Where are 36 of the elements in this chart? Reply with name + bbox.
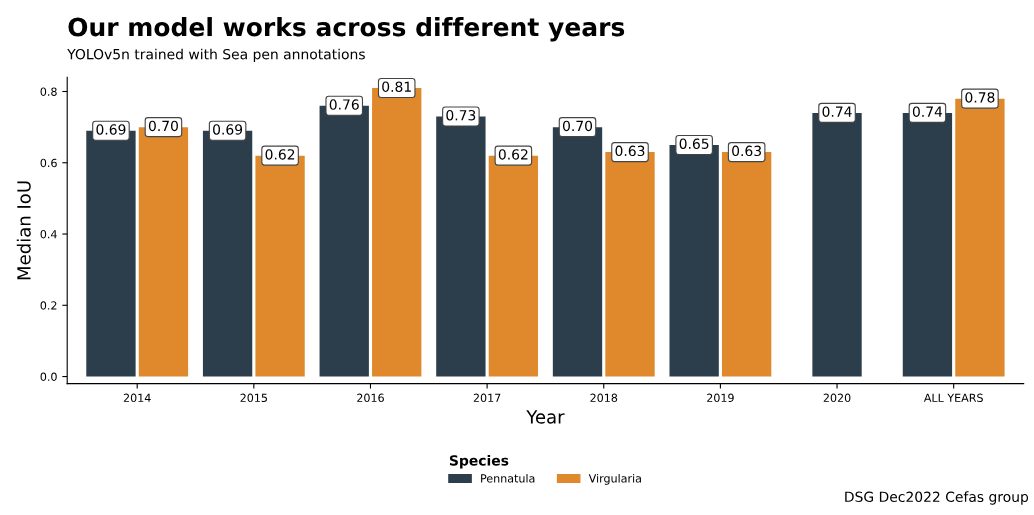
data-label: 0.62 xyxy=(498,149,528,160)
y-tick-label: 0.8 xyxy=(40,87,57,96)
x-axis-title: Year xyxy=(526,410,565,424)
chart-title: Our model works across different years xyxy=(68,17,625,42)
data-label: 0.78 xyxy=(965,92,995,103)
y-tick-label: 0.0 xyxy=(40,372,57,381)
x-tick-label: 2020 xyxy=(823,393,851,402)
x-tick-label: 2015 xyxy=(240,393,267,402)
data-label: 0.74 xyxy=(822,106,852,117)
data-label: 0.65 xyxy=(679,138,709,149)
data-label: 0.70 xyxy=(562,120,593,132)
data-label: 0.69 xyxy=(96,124,126,135)
data-label: 0.73 xyxy=(446,109,476,121)
legend-label: Pennatula xyxy=(481,473,535,483)
data-label: 0.76 xyxy=(329,99,359,110)
legend-label: Virgularia xyxy=(588,473,641,485)
x-tick-label: 2018 xyxy=(590,393,618,402)
legend-title: Species xyxy=(449,454,509,469)
y-axis-title: Median IoU xyxy=(16,181,31,280)
data-label: 0.69 xyxy=(213,124,243,135)
x-tick-label: 2016 xyxy=(357,393,384,402)
data-label: 0.74 xyxy=(912,106,943,117)
text: DSG Dec2022 Cefas group xyxy=(845,491,1029,505)
x-tick-label: 2017 xyxy=(473,393,501,402)
x-tick-label: 2014 xyxy=(123,393,151,402)
data-label: 0.63 xyxy=(615,145,645,157)
x-tick-label: ALL YEARS xyxy=(923,393,983,402)
chart-subtitle: YOLOv5n trained with Sea pen annotations xyxy=(67,48,365,63)
y-tick-label: 0.2 xyxy=(40,301,57,310)
data-label: 0.62 xyxy=(265,149,295,160)
y-tick-label: 0.6 xyxy=(40,158,57,168)
data-label: 0.70 xyxy=(148,120,178,132)
x-tick-label: 2019 xyxy=(707,393,734,402)
data-label: 0.63 xyxy=(732,145,761,157)
data-label: 0.81 xyxy=(382,81,411,92)
y-tick-label: 0.4 xyxy=(40,230,57,239)
